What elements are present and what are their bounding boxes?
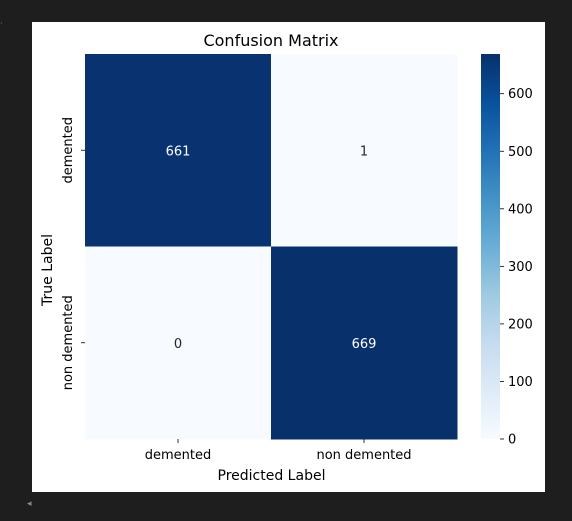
x-tick-label: demented: [145, 448, 212, 463]
figure-panel: Confusion Matrix 661 1 0 669 demented non de…: [32, 22, 545, 492]
colorbar-tick-label: 500: [508, 145, 533, 160]
y-tick-label: demented: [61, 117, 76, 184]
colorbar-tick-label: 300: [508, 260, 533, 275]
colorbar-ticks: 0 100 200 300 400 500 600: [500, 87, 533, 448]
colorbar-tick-label: 0: [508, 433, 516, 448]
cell-annotation: 0: [174, 337, 182, 352]
scroll-left-icon[interactable]: ◂: [27, 499, 32, 509]
cursor-mark-icon: ·: [0, 19, 3, 28]
heatmap-cell: [271, 246, 458, 440]
x-tick-label: non demented: [316, 448, 411, 463]
colorbar: [481, 54, 500, 439]
cell-annotation: 669: [352, 337, 377, 352]
chart-title: Confusion Matrix: [203, 31, 338, 50]
y-axis-label: True Label: [40, 234, 56, 307]
y-tick-label: non demented: [61, 295, 76, 390]
heatmap-cell: [85, 54, 272, 247]
heatmap-cells: [85, 54, 458, 440]
x-axis-ticks: demented non demented: [145, 439, 412, 463]
colorbar-tick-label: 200: [508, 317, 533, 332]
heatmap-annotations: 661 1 0 669: [166, 144, 377, 352]
cell-annotation: 1: [360, 144, 368, 159]
cell-annotation: 661: [166, 144, 191, 159]
colorbar-tick-label: 400: [508, 202, 533, 217]
heatmap-cell: [85, 246, 272, 440]
colorbar-tick-label: 100: [508, 375, 533, 390]
x-axis-label: Predicted Label: [218, 468, 326, 484]
y-axis-ticks: demented non demented: [61, 117, 85, 390]
heatmap-cell: [271, 54, 458, 247]
colorbar-tick-label: 600: [508, 87, 533, 102]
confusion-matrix-chart: Confusion Matrix 661 1 0 669 demented non de…: [40, 31, 533, 484]
